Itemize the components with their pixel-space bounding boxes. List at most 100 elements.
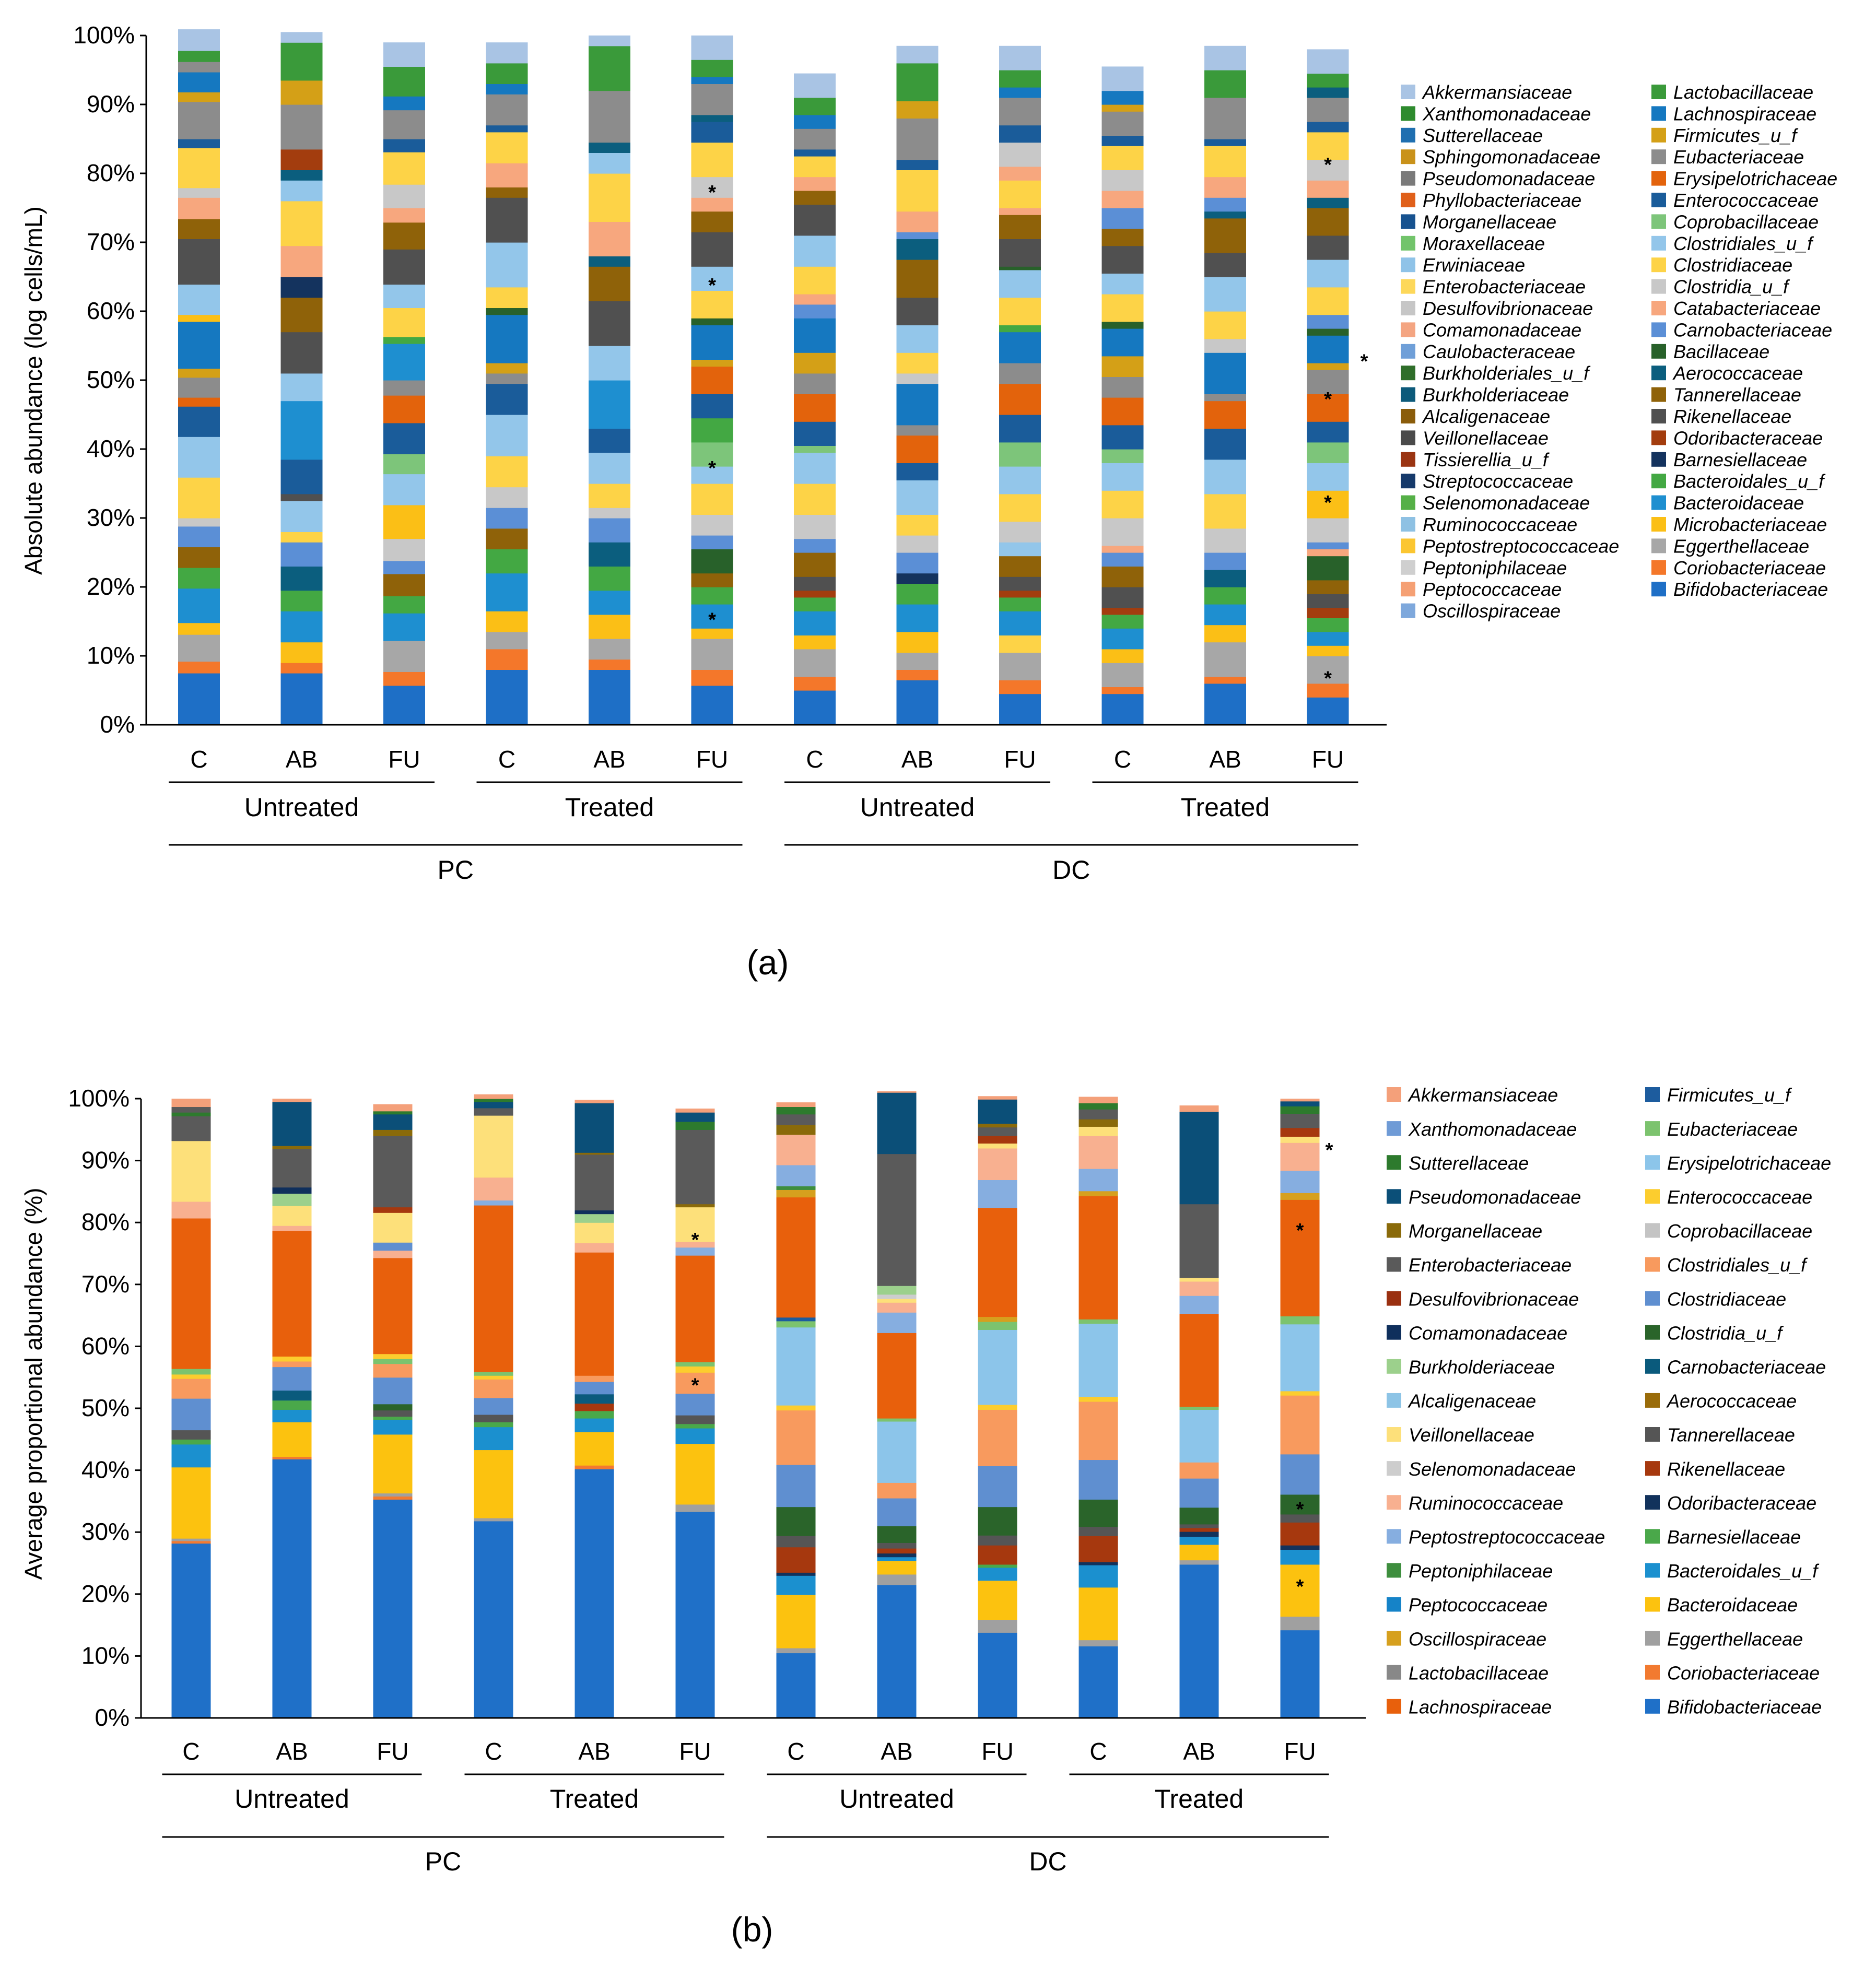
bar-segment xyxy=(691,232,733,267)
bar-segment xyxy=(999,87,1041,98)
bar-segment xyxy=(978,1123,1017,1128)
legend-label: Morganellaceae xyxy=(1409,1220,1542,1242)
bar-segment xyxy=(589,90,630,143)
bar-segment xyxy=(1204,642,1246,677)
bar-segment xyxy=(1179,1524,1219,1528)
bar-segment xyxy=(1204,97,1246,139)
bar-segment xyxy=(1179,1507,1219,1525)
bar-segment xyxy=(383,380,425,396)
bar-segment xyxy=(776,1506,816,1536)
legend-label: Pseudomonadaceae xyxy=(1409,1186,1581,1208)
legend-swatch xyxy=(1401,171,1415,186)
panel-a-bars xyxy=(178,29,1349,725)
bar-segment xyxy=(999,266,1041,270)
bar-segment xyxy=(691,604,733,629)
bar-segment xyxy=(589,380,630,429)
x-category-label: C xyxy=(1089,1738,1107,1765)
legend-item: Peptostreptococcaceae xyxy=(1387,1526,1605,1548)
bar-segment xyxy=(1179,1111,1219,1205)
legend-item: Akkermansiaceae xyxy=(1387,1085,1558,1106)
bar-segment xyxy=(1179,1313,1219,1407)
bar-segment xyxy=(1179,1544,1219,1561)
bar-segment xyxy=(178,148,220,189)
legend-item: Lactobacillaceae xyxy=(1387,1662,1549,1683)
legend-label: Barnesiellaceae xyxy=(1673,449,1807,470)
bar-segment xyxy=(1307,314,1349,329)
bar-segment xyxy=(383,152,425,185)
bar-segment xyxy=(474,1450,513,1518)
bar-segment xyxy=(978,1506,1017,1536)
bar-segment xyxy=(589,452,630,484)
bar-segment xyxy=(794,590,836,598)
legend-item: Coprobacillaceae xyxy=(1645,1220,1812,1242)
bar-segment xyxy=(1204,197,1246,212)
bar-segment xyxy=(1101,90,1144,105)
legend-label: Barnesiellaceae xyxy=(1667,1526,1801,1548)
legend-label: Bacteroidaceae xyxy=(1673,492,1804,514)
bar-segment xyxy=(999,442,1041,467)
bar-segment xyxy=(1078,1191,1118,1196)
bar-segment xyxy=(1280,1170,1320,1193)
bar-segment xyxy=(978,1207,1017,1317)
bar-segment xyxy=(178,518,220,527)
bar-segment xyxy=(794,176,836,191)
bar-segment xyxy=(978,1580,1017,1620)
legend-item: Ruminococcaceae xyxy=(1387,1492,1563,1514)
bar-segment xyxy=(999,239,1041,267)
bar-segment xyxy=(474,1101,513,1109)
x-category-label: AB xyxy=(578,1738,610,1765)
bar-segment xyxy=(691,36,733,60)
bar-segment xyxy=(171,1369,211,1375)
bar-segment xyxy=(1204,45,1246,70)
bar-segment xyxy=(1204,604,1246,626)
bar-segment xyxy=(1179,1536,1219,1545)
legend-swatch xyxy=(1645,1359,1660,1374)
bar-segment xyxy=(589,614,630,639)
bar-segment xyxy=(1280,1099,1320,1102)
bar-segment xyxy=(1307,542,1349,549)
site-group-label: DC xyxy=(1029,1847,1066,1876)
legend-item: Eubacteriaceae xyxy=(1645,1118,1798,1140)
bar-segment xyxy=(1078,1459,1118,1500)
bar-segment xyxy=(589,590,630,615)
bar-segment xyxy=(1204,552,1246,570)
bar-segment xyxy=(178,477,220,519)
bar-segment xyxy=(1307,697,1349,725)
bar-segment xyxy=(178,568,220,589)
significance-asterisk: * xyxy=(691,1375,699,1397)
bar-segment xyxy=(589,669,630,725)
legend-label: Desulfovibrionaceae xyxy=(1423,298,1593,319)
bar-segment xyxy=(272,1459,312,1718)
bar-segment xyxy=(794,649,836,677)
bar-segment xyxy=(589,542,630,567)
bar-segment xyxy=(1280,1616,1320,1631)
bar-segment xyxy=(474,1422,513,1428)
x-category-label: C xyxy=(498,746,515,773)
bar-segment xyxy=(272,1356,312,1362)
bar-segment xyxy=(1101,518,1144,546)
bar-segment xyxy=(1078,1136,1118,1169)
bar-segment xyxy=(675,1393,715,1416)
bar-segment xyxy=(1280,1454,1320,1495)
bar-segment xyxy=(1101,425,1144,450)
legend-label: Comamonadaceae xyxy=(1423,319,1581,340)
legend-label: Peptoniphilaceae xyxy=(1409,1560,1553,1582)
legend-swatch xyxy=(1401,235,1415,251)
legend-swatch xyxy=(1645,1121,1660,1136)
bar-segment xyxy=(877,1421,917,1483)
legend-item: Lachnospiraceae xyxy=(1387,1696,1552,1717)
bar-segment xyxy=(896,680,939,725)
bar-segment xyxy=(373,1363,413,1378)
bar-segment xyxy=(1280,1142,1320,1171)
bar-segment xyxy=(171,1467,211,1539)
bar-segment xyxy=(1307,421,1349,443)
legend-item: Enterococcaceae xyxy=(1651,190,1819,211)
bar-segment xyxy=(373,1207,413,1213)
bar-segment xyxy=(1280,1391,1320,1396)
legend-label: Eubacteriaceae xyxy=(1673,146,1804,168)
bar-segment xyxy=(877,1553,917,1558)
legend-item: Oscillospiraceae xyxy=(1401,600,1561,622)
significance-asterisk: * xyxy=(1361,350,1368,372)
bar-stack-FU xyxy=(1307,49,1349,725)
bar-segment xyxy=(280,642,323,663)
